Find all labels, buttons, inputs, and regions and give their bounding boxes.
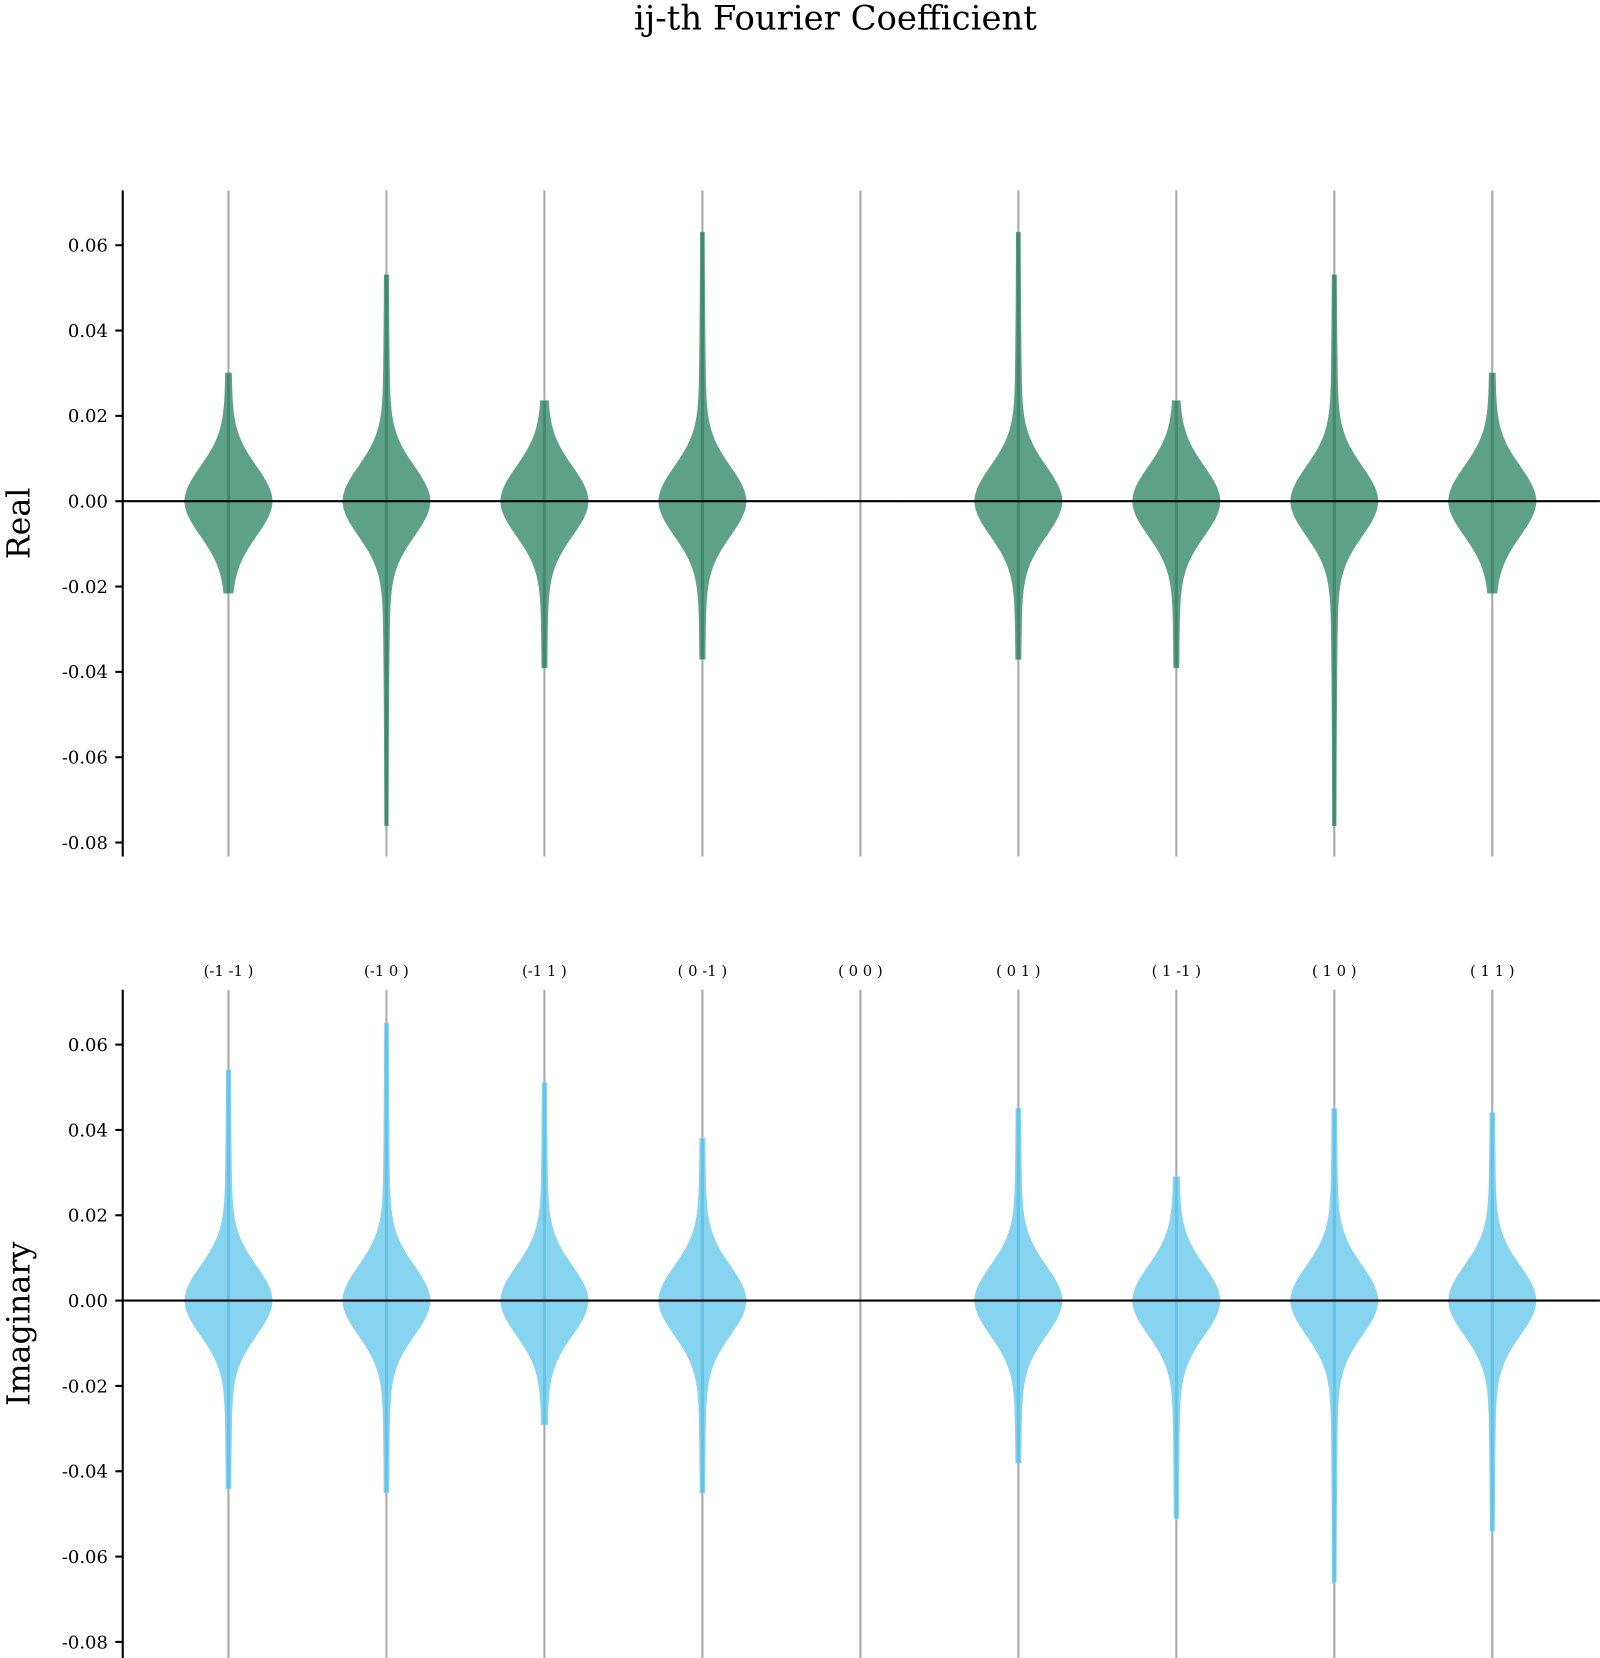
category-label: ( 0 -1 ): [678, 963, 727, 980]
y-axis-label: Imaginary: [2, 1242, 38, 1406]
y-tick-label: -0.04: [62, 1462, 108, 1483]
y-tick-label: -0.02: [62, 577, 108, 598]
y-tick-label: -0.06: [62, 748, 108, 769]
category-label: ( 0 0 ): [838, 963, 883, 980]
y-tick-label: 0.02: [68, 406, 108, 427]
y-tick-label: 0.04: [68, 1120, 108, 1141]
chart-title: ij-th Fourier Coefficient: [634, 0, 1037, 38]
y-tick-label: 0.00: [68, 1291, 108, 1312]
category-label: (-1 -1 ): [204, 963, 254, 980]
y-tick-label: -0.02: [62, 1376, 108, 1397]
panel-imaginary: 0.06 0.04 0.02 0.00 -0.02 -0.04 -0.06 -0.08 Imag…: [2, 963, 1600, 1658]
y-tick-label: -0.08: [62, 833, 108, 854]
category-label: ( 1 1 ): [1470, 963, 1515, 980]
y-axis-label: Real: [2, 488, 38, 560]
category-label: (-1 0 ): [364, 963, 409, 980]
panel-real: 0.06 0.04 0.02 0.00 -0.02 -0.04 -0.06 -0.08 Real: [2, 190, 1600, 857]
y-tick-label: 0.00: [68, 492, 108, 513]
y-tick-label: 0.02: [68, 1206, 108, 1227]
y-tick-label: -0.04: [62, 662, 108, 683]
category-label: ( 0 1 ): [996, 963, 1040, 980]
category-label: (-1 1 ): [522, 963, 567, 980]
y-tick-label: 0.06: [68, 236, 108, 257]
y-tick-label: -0.06: [62, 1547, 108, 1568]
y-tick-label: 0.04: [68, 321, 108, 342]
y-tick-label: -0.08: [62, 1632, 108, 1653]
category-label: ( 1 -1 ): [1152, 963, 1201, 980]
y-tick-label: 0.06: [68, 1035, 108, 1056]
category-label: ( 1 0 ): [1312, 963, 1357, 980]
